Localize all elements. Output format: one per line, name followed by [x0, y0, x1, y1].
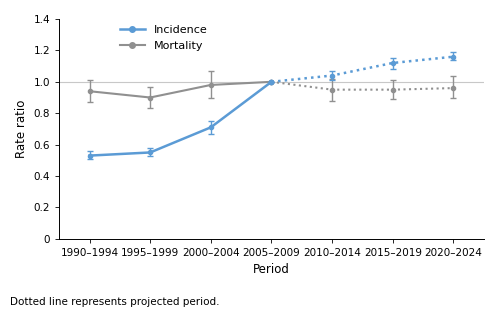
Legend: Incidence, Mortality: Incidence, Mortality — [116, 20, 212, 56]
Y-axis label: Rate ratio: Rate ratio — [15, 100, 28, 158]
Text: Dotted line represents projected period.: Dotted line represents projected period. — [10, 297, 220, 307]
X-axis label: Period: Period — [253, 264, 290, 277]
